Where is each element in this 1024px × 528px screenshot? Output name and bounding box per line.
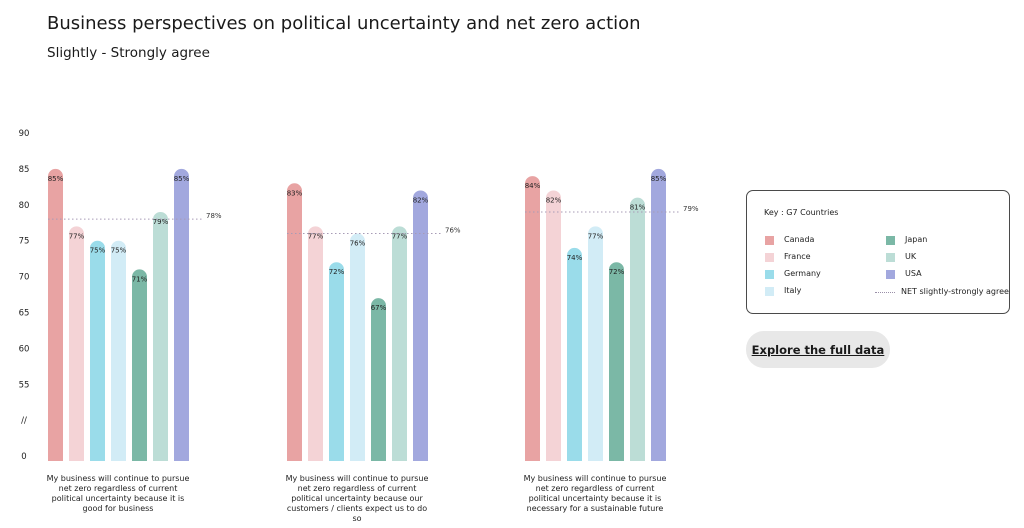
bar-italy <box>111 240 126 461</box>
bar-france <box>308 226 323 461</box>
bar-chart: 90 85 80 75 70 65 60 55 // 0 85% 77% 75% 75% 71% 79% 85%… <box>19 129 699 462</box>
legend-item-label: Canada <box>784 235 815 244</box>
bar-value-label: 84% <box>525 182 541 190</box>
bar-japan <box>609 262 624 461</box>
legend-item-usa: USA <box>886 269 922 279</box>
bar-value-label: 72% <box>329 268 345 276</box>
bar-japan <box>371 298 386 461</box>
legend-box: Key : G7 Countries Canada France Germany It… <box>746 190 1010 314</box>
bar-value-label: 82% <box>413 196 429 204</box>
legend-item-germany: Germany <box>765 269 821 279</box>
y-tick-label: 70 <box>19 273 30 283</box>
bar-value-label: 85% <box>174 175 190 183</box>
bar-france <box>69 226 84 461</box>
bar-value-label: 74% <box>567 254 583 262</box>
legend-item-italy: Italy <box>765 286 802 296</box>
legend-item-canada: Canada <box>765 235 815 245</box>
legend-swatch <box>765 287 774 296</box>
bar-germany <box>567 247 582 461</box>
legend-title: Key : G7 Countries <box>764 208 839 217</box>
legend-swatch <box>765 253 774 262</box>
bar-uk <box>153 211 168 461</box>
net-average-label: 79% <box>683 205 699 213</box>
legend-item-label: Italy <box>784 286 802 295</box>
bar-japan <box>132 269 147 461</box>
legend-swatch <box>765 236 774 245</box>
bar-usa <box>174 168 189 461</box>
legend-item-net-label: NET slightly-strongly agree <box>901 287 1009 296</box>
bar-value-label: 77% <box>69 232 85 240</box>
bar-value-label: 85% <box>651 175 667 183</box>
category-label-3: My business will continue to pursue net … <box>523 474 667 513</box>
legend-swatch <box>886 236 895 245</box>
bar-value-label: 82% <box>546 196 562 204</box>
bar-value-label: 81% <box>630 204 646 212</box>
bar-value-label: 77% <box>392 232 408 240</box>
bar-canada <box>48 168 63 461</box>
bar-value-label: 77% <box>588 232 604 240</box>
bar-uk <box>630 197 645 462</box>
y-tick-label: 0 <box>21 452 26 462</box>
legend-item-uk: UK <box>886 252 917 262</box>
net-average-label: 76% <box>445 227 461 235</box>
bar-canada <box>525 176 540 461</box>
bar-uk <box>392 226 407 461</box>
bar-value-label: 75% <box>111 247 127 255</box>
legend-item-label: France <box>784 252 811 261</box>
legend-item-japan: Japan <box>886 235 928 245</box>
net-average-label: 78% <box>206 212 222 220</box>
y-tick-label: // <box>21 416 27 426</box>
y-tick-label: 80 <box>19 201 30 211</box>
legend-item-label: Japan <box>905 235 928 244</box>
bar-value-label: 75% <box>90 247 106 255</box>
category-label-2: My business will continue to pursue net … <box>285 474 429 523</box>
bar-value-label: 71% <box>132 275 148 283</box>
bar-value-label: 79% <box>153 218 169 226</box>
legend-item-net: NET slightly-strongly agree <box>875 287 1009 296</box>
legend-swatch <box>886 270 895 279</box>
legend-swatch <box>886 253 895 262</box>
bar-value-label: 67% <box>371 304 387 312</box>
bar-value-label: 85% <box>48 175 64 183</box>
bar-usa <box>651 168 666 461</box>
legend-item-label: Germany <box>784 269 821 278</box>
legend-swatch <box>765 270 774 279</box>
legend-item-france: France <box>765 252 811 262</box>
chart-subtitle: Slightly - Strongly agree <box>47 45 210 61</box>
y-tick-label: 90 <box>19 129 30 139</box>
bar-germany <box>90 240 105 461</box>
legend-item-label: UK <box>905 252 917 261</box>
bar-value-label: 83% <box>287 189 303 197</box>
y-tick-label: 75 <box>19 237 30 247</box>
bar-value-label: 72% <box>609 268 625 276</box>
bar-value-label: 77% <box>308 232 324 240</box>
dotted-line-swatch <box>875 292 895 293</box>
legend-item-label: USA <box>905 269 922 278</box>
bar-italy <box>588 226 603 461</box>
y-tick-label: 65 <box>19 309 30 319</box>
bar-france <box>546 190 561 462</box>
y-tick-label: 60 <box>19 344 30 354</box>
chart-title: Business perspectives on political uncer… <box>47 13 641 34</box>
bar-value-label: 76% <box>350 240 366 248</box>
y-tick-label: 55 <box>19 380 30 390</box>
bar-canada <box>287 183 302 461</box>
bar-italy <box>350 233 365 461</box>
explore-full-data-button[interactable]: Explore the full data <box>746 331 890 368</box>
y-tick-label: 85 <box>19 165 30 175</box>
category-label-1: My business will continue to pursue net … <box>46 474 190 513</box>
bar-usa <box>413 190 428 462</box>
bar-germany <box>329 262 344 461</box>
